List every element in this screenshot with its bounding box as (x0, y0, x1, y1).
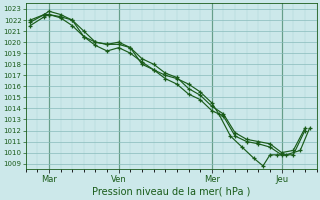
X-axis label: Pression niveau de la mer( hPa ): Pression niveau de la mer( hPa ) (92, 187, 250, 197)
